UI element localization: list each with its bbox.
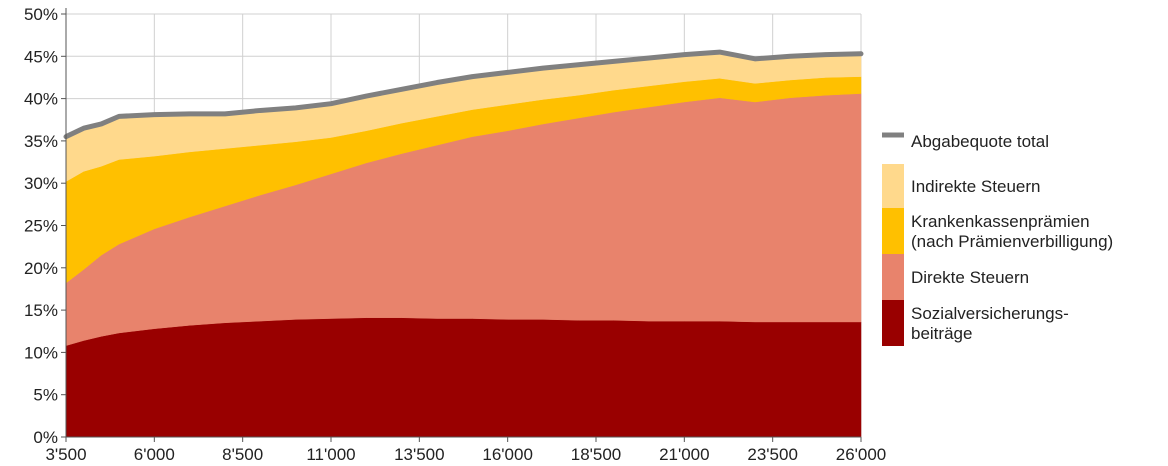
- y-tick-label: 10%: [24, 343, 58, 362]
- stacked-areas: [65, 51, 862, 438]
- y-tick-label: 35%: [24, 132, 58, 151]
- y-tick-label: 25%: [24, 217, 58, 236]
- y-tick-label: 45%: [24, 47, 58, 66]
- x-tick-label: 13'500: [394, 445, 445, 464]
- area-sozialversicherungs: [65, 317, 862, 438]
- legend-swatch-krankenkassenprämien: [882, 208, 904, 254]
- legend-swatch-sozialversicherungs: [882, 300, 904, 346]
- y-tick-label: 20%: [24, 259, 58, 278]
- legend-swatch-direkte-steuern: [882, 254, 904, 300]
- x-tick-label: 26'000: [836, 445, 887, 464]
- x-tick-label: 6'000: [134, 445, 175, 464]
- axes: [61, 8, 862, 442]
- x-tick-labels: 3'500 6'000 8'500 11'000 13'500 16'000 18'500 2…: [45, 445, 886, 464]
- x-tick-label: 18'500: [571, 445, 622, 464]
- total-line-abgabequote: [63, 49, 864, 140]
- legend-label-sozialversicherungs: Sozialversicherungs-beiträge: [911, 304, 1069, 343]
- legend-label-indirekte-steuern: Indirekte Steuern: [911, 177, 1040, 196]
- legend-label-abgabequote-total: Abgabequote total: [911, 132, 1049, 151]
- y-tick-label: 50%: [24, 5, 58, 24]
- total-line-group: [63, 49, 864, 140]
- legend: Abgabequote total Indirekte Steuern Kranke…: [882, 132, 1113, 346]
- x-tick-label: 8'500: [222, 445, 263, 464]
- x-tick-label: 23'500: [747, 445, 798, 464]
- x-tick-label: 16'000: [482, 445, 533, 464]
- x-tick-label: 11'000: [306, 445, 355, 464]
- legend-label-krankenkassenprämien: Krankenkassenprämien (nach Prämienverbill…: [911, 212, 1113, 251]
- legend-swatch-indirekte-steuern: [882, 164, 904, 208]
- x-tick-label: 21'000: [659, 445, 710, 464]
- y-tick-label: 5%: [33, 386, 58, 405]
- y-tick-label: 30%: [24, 174, 58, 193]
- x-tick-label: 3'500: [45, 445, 86, 464]
- legend-label-direkte-steuern: Direkte Steuern: [911, 268, 1029, 287]
- y-tick-label: 40%: [24, 90, 58, 109]
- y-tick-labels: 0% 5% 10% 15% 20% 25% 30% 35% 40% 45% 50%: [24, 5, 58, 447]
- y-tick-label: 15%: [24, 301, 58, 320]
- y-tick-label: 0%: [33, 428, 58, 447]
